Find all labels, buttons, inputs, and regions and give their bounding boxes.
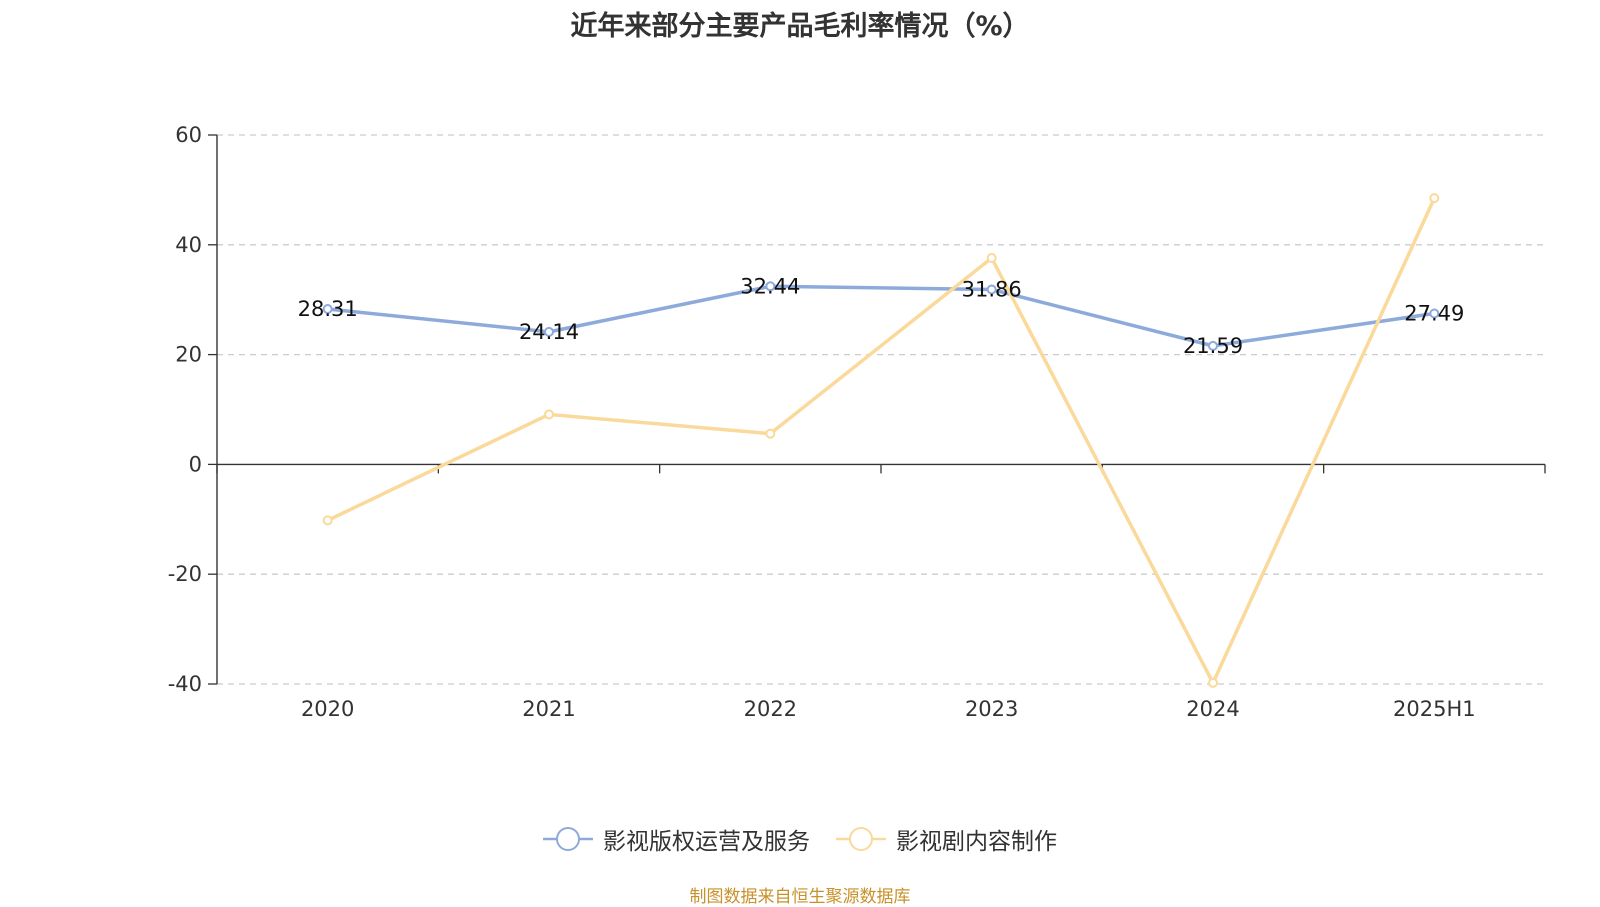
- series-lines: [322, 193, 1440, 688]
- gridlines: [217, 134, 1545, 685]
- data-point: [765, 428, 776, 439]
- y-tick-label: 60: [175, 123, 202, 147]
- data-label: 21.59: [1183, 334, 1243, 358]
- data-label: 31.86: [962, 277, 1022, 301]
- x-axis-ticks: 2020 2021 2022 2023 2024 2025H1: [301, 697, 1476, 721]
- data-point: [1208, 677, 1218, 688]
- y-tick-label: 0: [189, 452, 202, 476]
- data-label: 32.44: [740, 274, 800, 298]
- legend-label: 影视版权运营及服务: [603, 829, 810, 855]
- legend-swatch-icon: [836, 827, 886, 851]
- data-point: [765, 281, 776, 292]
- data-point: [986, 284, 997, 295]
- data-point: [986, 252, 997, 263]
- data-point: [1429, 308, 1440, 319]
- data-label: 27.49: [1404, 301, 1464, 325]
- x-tick-label: 2022: [744, 697, 797, 721]
- x-tick-label: 2023: [965, 697, 1018, 721]
- data-point: [322, 303, 333, 314]
- data-point: [544, 409, 554, 420]
- chart-title: 近年来部分主要产品毛利率情况（%）: [570, 11, 1030, 42]
- legend-label: 影视剧内容制作: [896, 829, 1057, 855]
- x-tick-label: 2021: [522, 697, 575, 721]
- legend-item-2[interactable]: 影视剧内容制作: [836, 822, 1057, 856]
- series-line-2: [326, 197, 1436, 685]
- y-tick-label: -40: [168, 672, 202, 696]
- data-point: [544, 326, 554, 337]
- line-chart: -40 -20 0 20 40 60 2020 2021 2022 2023 2024 2025H1…: [168, 123, 1546, 721]
- data-label: 24.14: [519, 320, 579, 344]
- x-tick-label: 2020: [301, 697, 354, 721]
- data-point: [322, 515, 333, 526]
- y-tick-label: 40: [175, 233, 202, 257]
- data-point: [1429, 193, 1440, 204]
- legend-item-1[interactable]: 影视版权运营及服务: [543, 822, 810, 856]
- axes: [216, 135, 1546, 684]
- x-tick-label: 2024: [1186, 697, 1239, 721]
- series-line-1: [327, 284, 1435, 348]
- data-point: [1208, 340, 1218, 351]
- y-tick-label: -20: [168, 562, 202, 586]
- legend: 影视版权运营及服务 影视剧内容制作: [0, 822, 1600, 856]
- data-label: 28.31: [298, 297, 358, 321]
- y-tick-label: 20: [175, 343, 202, 367]
- y-axis-ticks: -40 -20 0 20 40 60: [168, 123, 217, 696]
- legend-swatch-icon: [543, 827, 593, 851]
- data-source-note: 制图数据来自恒生聚源数据库: [689, 887, 911, 907]
- data-labels: 28.31 24.14 32.44 31.86 21.59 27.49: [298, 274, 1465, 358]
- x-tick-label: 2025H1: [1393, 697, 1476, 721]
